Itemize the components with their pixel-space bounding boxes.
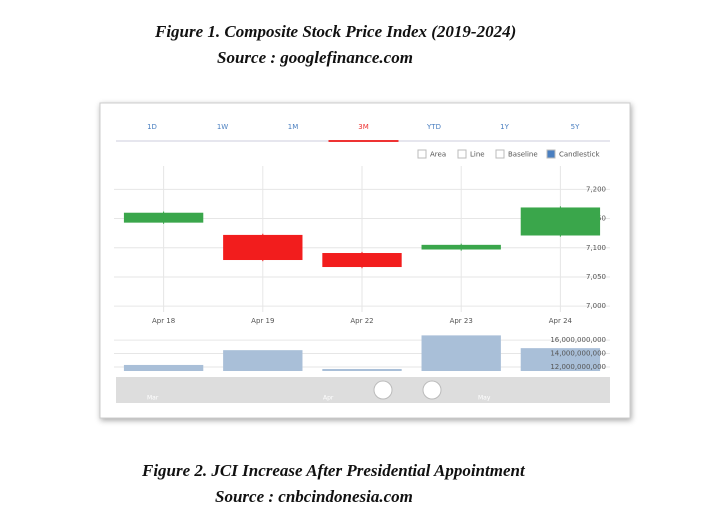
- navigator-label: Mar: [147, 395, 159, 402]
- volume-tick-label: 12,000,000,000: [550, 363, 606, 371]
- style-label[interactable]: Candlestick: [559, 151, 600, 159]
- range-tab[interactable]: 5Y: [571, 123, 580, 131]
- style-checkbox[interactable]: [495, 149, 505, 159]
- navigator-label: May: [478, 395, 491, 402]
- candle-body: [123, 212, 204, 223]
- volume-bar: [520, 348, 601, 371]
- range-tab[interactable]: 3M: [358, 123, 369, 131]
- figure-source: Source : googlefinance.com: [217, 48, 413, 67]
- style-label[interactable]: Area: [430, 151, 446, 159]
- volume-tick-label: 14,000,000,000: [550, 350, 606, 358]
- x-tick-label: Apr 19: [251, 317, 274, 325]
- navigator-label: Apr: [323, 395, 334, 402]
- x-tick-label: Apr 24: [549, 317, 573, 325]
- candle-body: [520, 207, 601, 236]
- style-checkbox[interactable]: [417, 149, 427, 159]
- volume-bar: [322, 368, 402, 371]
- range-tab[interactable]: YTD: [426, 123, 441, 131]
- figure-source: Source : cnbcindonesia.com: [215, 487, 413, 506]
- x-tick-label: Apr 22: [350, 317, 373, 325]
- x-tick-label: Apr 23: [450, 317, 473, 325]
- y-tick-label: 7,100: [586, 244, 606, 252]
- volume-bar: [421, 335, 501, 371]
- y-tick-label: 7,000: [586, 302, 606, 310]
- range-tab[interactable]: 1M: [288, 123, 299, 131]
- style-label[interactable]: Baseline: [508, 151, 538, 159]
- style-checkbox[interactable]: [457, 149, 467, 159]
- candle-body: [223, 234, 303, 261]
- navigator-handle[interactable]: [373, 380, 393, 400]
- volume-bar: [223, 350, 303, 371]
- style-checkbox[interactable]: [546, 149, 556, 159]
- range-tab[interactable]: 1Y: [500, 123, 509, 131]
- volume-tick-label: 16,000,000,000: [550, 336, 606, 344]
- y-tick-label: 7,050: [586, 273, 606, 281]
- navigator[interactable]: [116, 377, 610, 403]
- range-tab[interactable]: 1W: [217, 123, 228, 131]
- range-tab[interactable]: 1D: [147, 123, 157, 131]
- figure-title: Figure 2. JCI Increase After Presidentia…: [142, 461, 525, 480]
- y-tick-label: 7,200: [586, 185, 606, 193]
- style-label[interactable]: Line: [470, 151, 485, 159]
- candle-body: [421, 244, 501, 250]
- candle-body: [322, 253, 402, 268]
- x-tick-label: Apr 18: [152, 317, 175, 325]
- navigator-handle[interactable]: [422, 380, 442, 400]
- figure-title: Figure 1. Composite Stock Price Index (2…: [155, 22, 517, 41]
- volume-bar: [123, 364, 204, 371]
